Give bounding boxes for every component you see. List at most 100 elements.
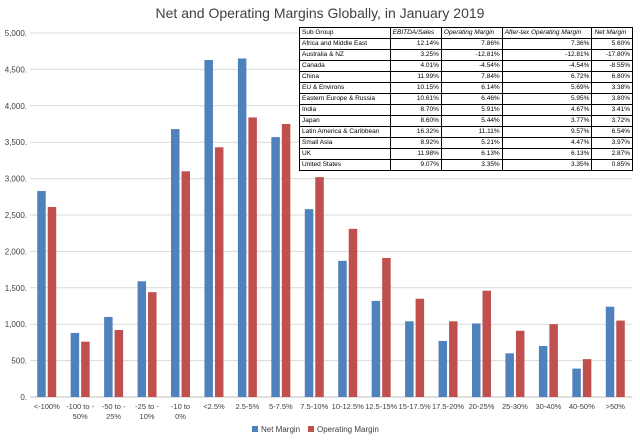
y-tick-label: 0. bbox=[20, 393, 27, 402]
bar-net-margin bbox=[104, 316, 113, 397]
table-cell-value: 5.60% bbox=[591, 38, 633, 50]
bar-operating-margin bbox=[582, 359, 592, 397]
y-tick-label: 1,500. bbox=[5, 284, 27, 293]
bar-operating-margin bbox=[114, 330, 124, 397]
table-header-cell: EBITDA/Sales bbox=[389, 27, 442, 39]
legend-swatch-net-margin bbox=[252, 426, 258, 432]
bar-net-margin bbox=[204, 59, 213, 397]
legend-label-net-margin: Net Margin bbox=[261, 425, 300, 434]
table-cell-subgroup: China bbox=[299, 71, 391, 83]
table-row: Canada 4.01% -4.54% -4.54% -8.55% bbox=[299, 60, 633, 72]
table-cell-value: 10.61% bbox=[389, 93, 442, 105]
table-cell-value: 0.85% bbox=[591, 159, 633, 171]
bar-net-margin bbox=[304, 209, 314, 397]
table-row: United States 9.07% 3.35% 3.35% 0.85% bbox=[299, 159, 633, 171]
x-tick-label: 20-25% bbox=[469, 402, 495, 411]
chart-title: Net and Operating Margins Globally, in J… bbox=[156, 5, 485, 21]
table-cell-value: 2.87% bbox=[591, 148, 633, 160]
x-tick-label: 10-12.5% bbox=[332, 402, 364, 411]
bar-net-margin bbox=[572, 368, 581, 397]
bar-operating-margin bbox=[382, 257, 391, 397]
table-cell-value: 8.60% bbox=[389, 115, 442, 127]
x-tick-label: 15-17.5% bbox=[399, 402, 431, 411]
x-tick-label: 7.5-10% bbox=[300, 402, 328, 411]
table-cell-value: -12.81% bbox=[501, 49, 593, 61]
table-cell-value: 6.72% bbox=[501, 71, 593, 83]
table-row: Latin America & Caribbean 16.32% 11.11% 9.5… bbox=[299, 126, 633, 138]
bar-operating-margin bbox=[47, 206, 57, 397]
table-cell-value: 8.70% bbox=[389, 104, 442, 116]
table-cell-value: 4.47% bbox=[501, 137, 593, 149]
bar-net-margin bbox=[70, 332, 80, 397]
bar-net-margin bbox=[271, 137, 280, 397]
x-tick-label: 25-30% bbox=[502, 402, 528, 411]
x-tick-label: 2.5-5% bbox=[236, 402, 260, 411]
table-cell-value: 5.44% bbox=[440, 115, 503, 127]
table-cell-value: 3.38% bbox=[591, 82, 633, 94]
table-cell-value: 16.32% bbox=[389, 126, 442, 138]
x-tick-label: 40-50% bbox=[569, 402, 595, 411]
x-tick-label: <2.5% bbox=[203, 402, 225, 411]
bar-operating-margin bbox=[181, 171, 190, 397]
table-header-cell: Sub Group bbox=[299, 27, 391, 39]
table-cell-value: 12.14% bbox=[389, 38, 442, 50]
table-cell-value: -8.55% bbox=[591, 60, 633, 72]
y-tick-label: 2,000. bbox=[5, 247, 27, 256]
table-cell-value: 6.80% bbox=[591, 71, 633, 83]
bar-operating-margin bbox=[549, 324, 558, 397]
table-cell-value: 9.07% bbox=[389, 159, 442, 171]
x-tick-label: 5-7.5% bbox=[269, 402, 293, 411]
table-header-cell: After-tax Operating Margin bbox=[501, 27, 593, 39]
table-cell-subgroup: Latin America & Caribbean bbox=[299, 126, 391, 138]
x-tick-label: <-100% bbox=[34, 402, 60, 411]
bar-operating-margin bbox=[214, 147, 224, 397]
table-cell-value: 6.13% bbox=[501, 148, 593, 160]
table-row: India 8.70% 5.91% 4.67% 3.41% bbox=[299, 104, 633, 116]
bar-net-margin bbox=[338, 260, 347, 397]
legend-label-operating-margin: Operating Margin bbox=[317, 425, 379, 434]
table-cell-value: -4.54% bbox=[501, 60, 593, 72]
y-tick-label: 1,000. bbox=[5, 320, 27, 329]
table-cell-value: 3.35% bbox=[440, 159, 503, 171]
table-cell-value: 3.97% bbox=[591, 137, 633, 149]
bars bbox=[37, 58, 625, 397]
table-header-cell: Operating Margin bbox=[440, 27, 503, 39]
table-row: EU & Environs 10.15% 6.14% 5.69% 3.38% bbox=[299, 82, 633, 94]
x-tick-label: 12.5-15% bbox=[365, 402, 397, 411]
table-cell-value: -17.80% bbox=[591, 49, 633, 61]
table-cell-subgroup: Africa and Middle East bbox=[299, 38, 391, 50]
table-cell-value: 7.84% bbox=[440, 71, 503, 83]
legend-swatch-operating-margin bbox=[308, 426, 314, 432]
table-cell-value: 4.01% bbox=[389, 60, 442, 72]
bar-operating-margin bbox=[281, 124, 291, 397]
y-tick-label: 4,000. bbox=[5, 102, 27, 111]
table-cell-value: 6.14% bbox=[440, 82, 503, 94]
bar-operating-margin bbox=[449, 321, 458, 397]
table-cell-value: 3.77% bbox=[501, 115, 593, 127]
bar-net-margin bbox=[237, 58, 247, 397]
table-cell-subgroup: Australia & NZ bbox=[299, 49, 391, 61]
x-tick-label: >50% bbox=[606, 402, 626, 411]
table-cell-value: 7.36% bbox=[501, 38, 593, 50]
table-cell-value: 11.11% bbox=[440, 126, 503, 138]
bar-net-margin bbox=[438, 340, 448, 397]
table-cell-subgroup: Canada bbox=[299, 60, 391, 72]
table-cell-value: 5.91% bbox=[440, 104, 503, 116]
table-cell-value: 11.98% bbox=[389, 148, 442, 160]
y-tick-label: 2,500. bbox=[5, 211, 27, 220]
bar-net-margin bbox=[605, 306, 615, 397]
bar-operating-margin bbox=[81, 341, 90, 397]
x-axis: <-100% -100 to -50% -50 to -25% -25 to -10%… bbox=[34, 402, 626, 421]
table-cell-value: 3.35% bbox=[501, 159, 593, 171]
bar-net-margin bbox=[505, 353, 514, 397]
bar-net-margin bbox=[37, 190, 46, 397]
y-tick-label: 3,000. bbox=[5, 175, 27, 184]
table-cell-value: 5.69% bbox=[501, 82, 593, 94]
bar-net-margin bbox=[472, 323, 481, 397]
x-tick-label: -25 to -10% bbox=[135, 402, 159, 421]
table-cell-value: 11.99% bbox=[389, 71, 442, 83]
table-cell-value: 7.86% bbox=[440, 38, 503, 50]
margins-table: Sub Group EBITDA/Sales Operating Margin Aft… bbox=[299, 27, 633, 171]
table-cell-value: -4.54% bbox=[440, 60, 503, 72]
bar-operating-margin bbox=[315, 177, 324, 397]
